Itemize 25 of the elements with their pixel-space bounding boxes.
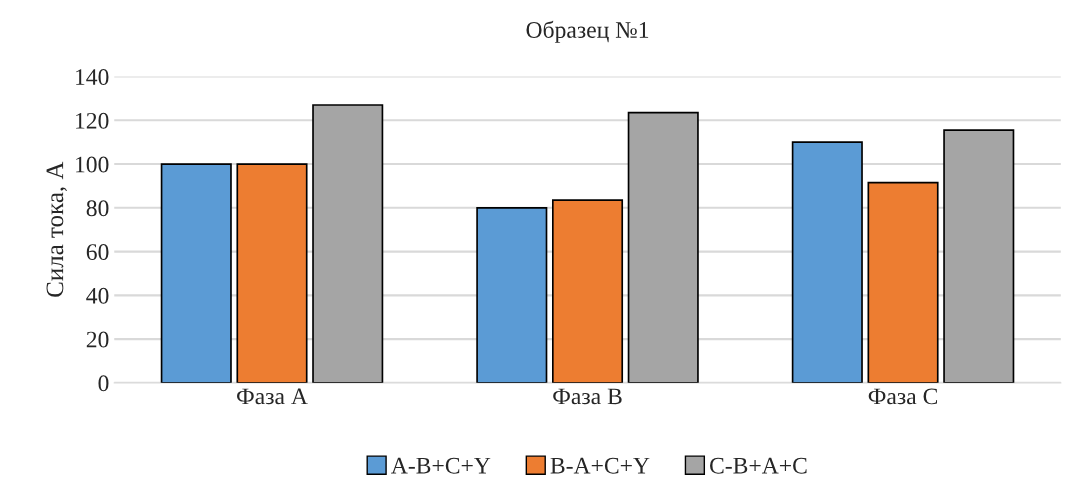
y-tick-label: 140: [76, 69, 109, 85]
bar: [160, 163, 232, 383]
legend-label: C-B+A+C: [710, 457, 807, 474]
bar: [551, 199, 624, 383]
bar: [627, 111, 699, 383]
y-axis-title: Сила тока, А: [46, 161, 67, 297]
y-tick-label: 120: [76, 112, 109, 129]
bar: [943, 129, 1015, 383]
y-tick-label: 40: [86, 287, 109, 304]
legend-label: B-A+C+Y: [550, 457, 650, 474]
x-tick-label: Фаза В: [553, 388, 622, 405]
bar: [867, 181, 939, 383]
bar: [312, 104, 384, 383]
bar: [476, 206, 548, 383]
bar: [236, 163, 308, 383]
y-tick-label: 20: [86, 331, 109, 348]
y-tick-label: 0: [98, 375, 109, 392]
y-tick-label: 60: [86, 244, 109, 261]
legend-label: A-B+C+Y: [391, 457, 491, 474]
bar: [791, 141, 863, 383]
x-tick-label: Фаза С: [868, 388, 938, 405]
chart-title: Образец №1: [526, 20, 649, 43]
y-tick-label: 80: [86, 200, 109, 217]
y-tick-label: 100: [76, 156, 109, 173]
x-tick-label: Фаза А: [237, 388, 308, 405]
